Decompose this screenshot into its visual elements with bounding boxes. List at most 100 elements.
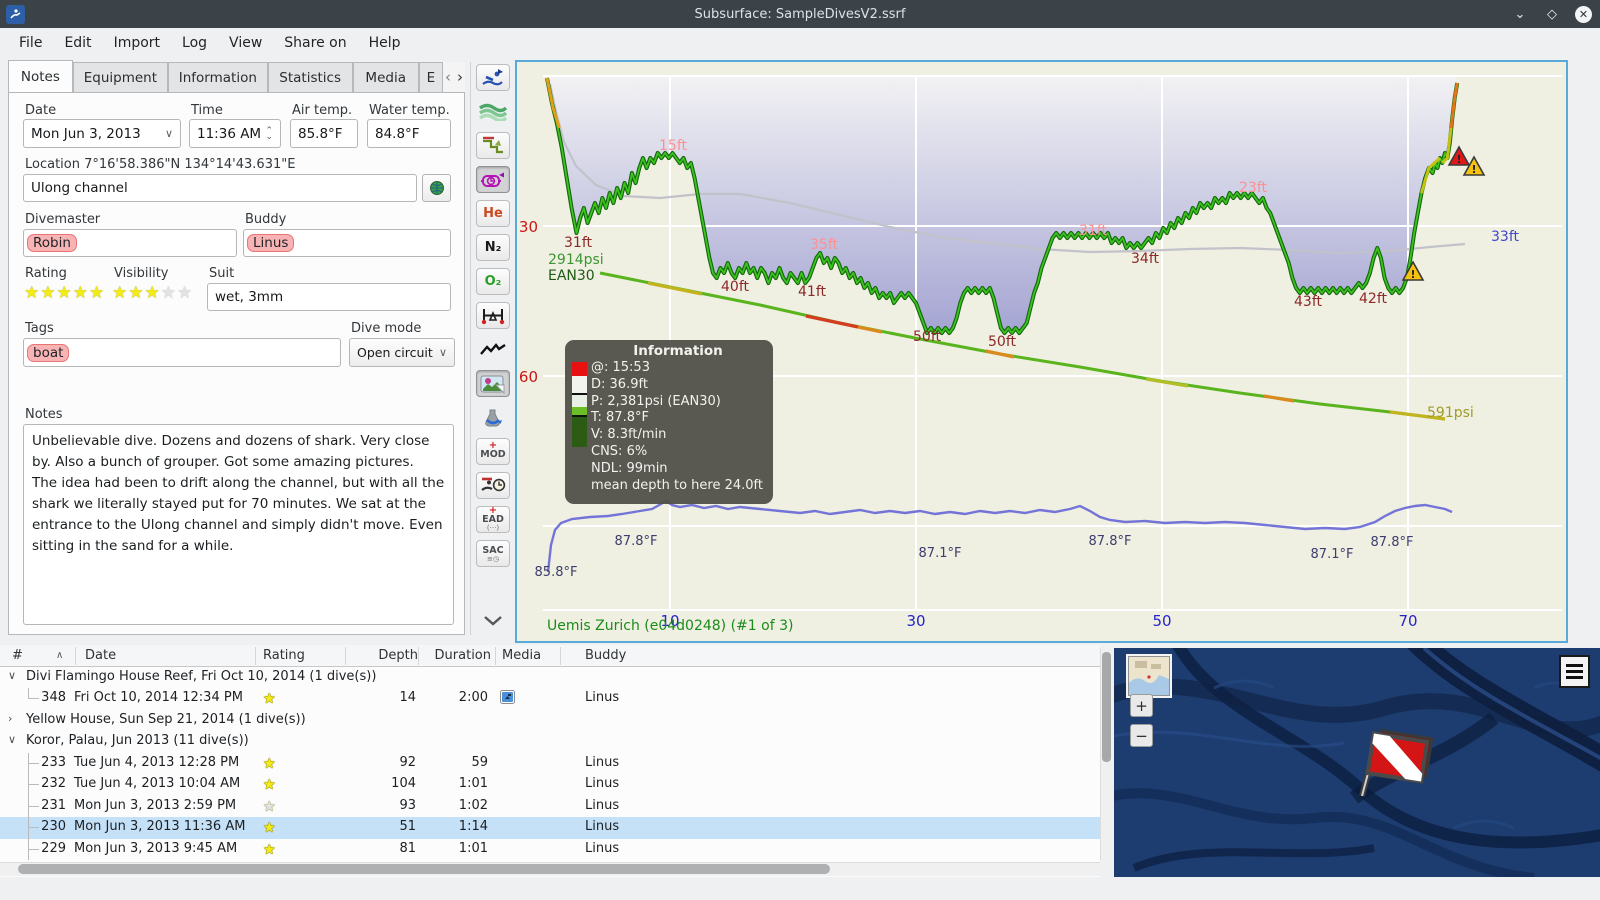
- tank-bar-button[interactable]: [476, 166, 510, 193]
- column-separator[interactable]: [560, 647, 561, 665]
- tab-equipment[interactable]: Equipment: [72, 62, 169, 92]
- dive-list-header[interactable]: # Date Rating Depth Duration Media Buddy ∧: [0, 645, 1100, 667]
- tab-media[interactable]: Media: [352, 62, 419, 92]
- visibility-stars[interactable]: ★★★★★: [112, 283, 194, 303]
- gas-change-button[interactable]: [476, 404, 510, 431]
- divemaster-tag[interactable]: Robin: [27, 234, 77, 252]
- photo-icon: [480, 375, 505, 394]
- column-separator[interactable]: [495, 647, 496, 665]
- dive-date: Mon Jun 3, 2013 11:36 AM: [74, 819, 246, 835]
- dc-ceiling-button[interactable]: [476, 132, 510, 159]
- chevron-down-icon[interactable]: ∨: [8, 733, 17, 747]
- dive-row-232[interactable]: 232 Tue Jun 4, 2013 10:04 AM ★ ★ ★ ★ ★ 104 1:01 L…: [0, 774, 1100, 796]
- mod-button[interactable]: + MOD: [476, 438, 510, 465]
- ruler-button[interactable]: [476, 302, 510, 329]
- dive-row-233[interactable]: 233 Tue Jun 4, 2013 12:28 PM ★ ★ ★ ★ ★ 92 59 Linu…: [0, 752, 1100, 775]
- pp-n2-button[interactable]: N₂: [476, 234, 510, 261]
- dive-depth: 93: [399, 797, 416, 813]
- dive-row-231[interactable]: 231 Mon Jun 3, 2013 2:59 PM ★ ★ ★ ★ ★ 93 1:02 Lin…: [0, 795, 1100, 818]
- dive-list-vscrollbar-thumb[interactable]: [1102, 652, 1111, 762]
- menu-log[interactable]: Log: [182, 35, 208, 51]
- dive-mode-select[interactable]: Open circuit ∨: [349, 338, 455, 367]
- tab-statistics[interactable]: Statistics: [267, 62, 353, 92]
- sac-button[interactable]: SAC ≡◷: [476, 540, 510, 567]
- pp-he-button[interactable]: He: [476, 200, 510, 227]
- trip-row[interactable]: ∨ Divi Flamingo House Reef, Fri Oct 10, 2…: [0, 667, 1100, 688]
- trip-row[interactable]: › Yellow House, Sun Sep 21, 2014 (1 dive(…: [0, 710, 1100, 731]
- ead-button[interactable]: + EAD (···): [476, 504, 510, 533]
- tab-e[interactable]: E: [418, 62, 443, 92]
- water-temp-field[interactable]: 84.8°F: [367, 119, 451, 148]
- buddy-tag[interactable]: Linus: [247, 234, 295, 252]
- trip-label: Divi Flamingo House Reef, Fri Oct 10, 20…: [26, 669, 377, 684]
- time-spinner[interactable]: 11:36 AM ⌃ ⌄: [189, 119, 281, 148]
- dive-profile-chart[interactable]: 10 30 50 70 30 60 85.8°F 87.8°F 87.1°F 87.8°F 87.1…: [515, 60, 1568, 643]
- column-header-rating[interactable]: Rating: [263, 648, 305, 663]
- column-separator[interactable]: [255, 647, 256, 665]
- menu-file[interactable]: File: [19, 35, 43, 51]
- column-header-depth[interactable]: Depth: [378, 648, 418, 663]
- maximize-icon[interactable]: ◇: [1547, 6, 1557, 22]
- map-zoom-out-button[interactable]: −: [1130, 724, 1153, 747]
- heart-rate-button[interactable]: [476, 336, 510, 363]
- tab-scroll-left-icon[interactable]: ‹: [445, 68, 451, 86]
- tags-input[interactable]: boat: [23, 338, 341, 367]
- svg-text:23ft: 23ft: [1239, 180, 1267, 196]
- ascent-rate-button[interactable]: [476, 64, 510, 91]
- ead-icon: + EAD (···): [482, 504, 504, 532]
- column-header-buddy[interactable]: Buddy: [585, 648, 627, 663]
- buddy-input[interactable]: Linus: [243, 229, 451, 257]
- trip-row[interactable]: ∨ Koror, Palau, Jun 2013 (11 dive(s)): [0, 731, 1100, 752]
- notes-textarea[interactable]: Unbelievable dive. Dozens and dozens of …: [23, 424, 454, 625]
- menu-import[interactable]: Import: [113, 35, 161, 51]
- column-header-num[interactable]: #: [12, 648, 23, 663]
- rating-stars[interactable]: ★★★★★: [24, 283, 106, 303]
- tab-information[interactable]: Information: [168, 62, 268, 92]
- dive-row-348[interactable]: 348 Fri Oct 10, 2014 12:34 PM ★ ★ ★ ★ ★ 14 2:00 L…: [0, 688, 1100, 709]
- menu-view[interactable]: View: [229, 35, 263, 51]
- menu-edit[interactable]: Edit: [64, 35, 92, 51]
- close-icon[interactable]: ✕: [1575, 5, 1592, 23]
- tab-notes[interactable]: Notes: [8, 60, 73, 92]
- dive-flag-marker[interactable]: [1359, 728, 1434, 797]
- tag-chip[interactable]: boat: [27, 343, 70, 362]
- map-panel[interactable]: + −: [1114, 648, 1600, 880]
- dive-list-hscrollbar-thumb[interactable]: [18, 864, 830, 874]
- column-header-duration[interactable]: Duration: [434, 648, 491, 663]
- divemaster-input[interactable]: Robin: [23, 229, 237, 257]
- air-temp-field[interactable]: 85.8°F: [290, 119, 358, 148]
- photos-button[interactable]: [476, 370, 510, 397]
- media-icon[interactable]: [500, 690, 515, 706]
- map-overview-thumbnail[interactable]: [1126, 654, 1172, 698]
- pp-o2-button[interactable]: O₂: [476, 268, 510, 295]
- column-separator[interactable]: [75, 647, 76, 665]
- minimize-icon[interactable]: ⌄: [1514, 6, 1526, 22]
- sac-icon: SAC ≡◷: [482, 544, 504, 563]
- column-header-media[interactable]: Media: [502, 648, 542, 663]
- deco-ndl-button[interactable]: [476, 472, 510, 499]
- map-menu-button[interactable]: [1559, 655, 1590, 688]
- mod-icon: + MOD: [480, 440, 506, 461]
- menu-share-on[interactable]: Share on: [284, 35, 347, 51]
- column-separator[interactable]: [345, 647, 346, 665]
- column-separator[interactable]: [418, 647, 419, 665]
- dive-number: 230: [41, 819, 66, 835]
- map-globe-button[interactable]: [422, 174, 451, 202]
- map-zoom-in-button[interactable]: +: [1130, 694, 1153, 717]
- date-dropdown[interactable]: Mon Jun 3, 2013 ∨: [23, 119, 181, 148]
- panel-splitter[interactable]: [470, 62, 471, 635]
- tab-scroll-right-icon[interactable]: ›: [457, 68, 463, 86]
- chevron-down-icon[interactable]: ∨: [8, 669, 17, 682]
- svg-text:85.8°F: 85.8°F: [535, 565, 578, 580]
- scroll-more-button[interactable]: [476, 607, 510, 634]
- suit-input[interactable]: wet, 3mm: [207, 283, 451, 311]
- info-box-row: D: 36.9ft: [591, 376, 648, 392]
- yellow-warning-triangle-icon: [1401, 260, 1425, 281]
- location-input[interactable]: Ulong channel: [23, 174, 417, 202]
- chevron-right-icon[interactable]: ›: [8, 711, 13, 725]
- column-header-date[interactable]: Date: [85, 648, 117, 663]
- dive-row-229[interactable]: 229 Mon Jun 3, 2013 9:45 AM ★ ★ ★ ★ ★ 81 1:01 Lin…: [0, 838, 1100, 861]
- dive-row-230[interactable]: 230 Mon Jun 3, 2013 11:36 AM ★ ★ ★ ★ ★ 51 1:14 Li…: [0, 817, 1100, 839]
- menu-help[interactable]: Help: [368, 35, 401, 51]
- water-type-button[interactable]: [476, 98, 510, 125]
